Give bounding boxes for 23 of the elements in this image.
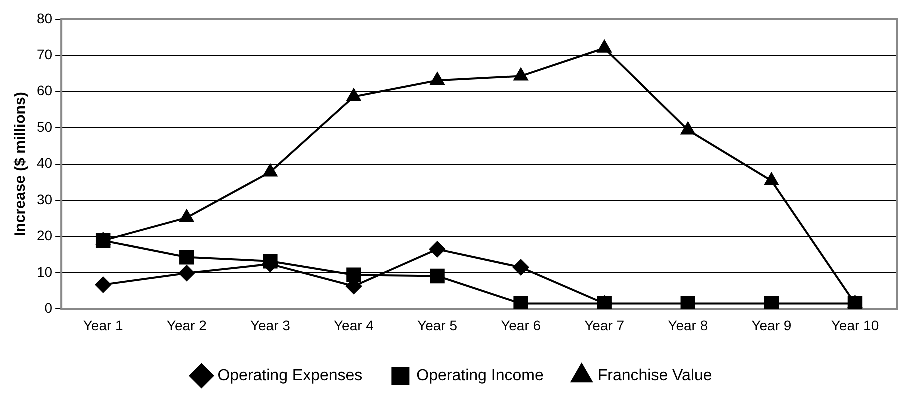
y-tick-label: 10 [36, 264, 53, 280]
x-tick-label: Year 10 [831, 317, 880, 334]
x-tick-label: Year 3 [250, 317, 291, 334]
y-tick-label: 60 [36, 82, 53, 99]
y-tick-label: 50 [36, 118, 53, 135]
legend-label: Operating Income [416, 367, 544, 384]
x-tick-label: Year 7 [584, 317, 625, 334]
y-axis-title: Increase ($ millions) [12, 92, 30, 236]
x-tick-label: Year 6 [501, 317, 542, 334]
x-tick-label: Year 8 [668, 317, 708, 334]
y-tick-label: 0 [44, 300, 53, 316]
y-tick-label: 80 [36, 10, 53, 26]
legend-label: Franchise Value [598, 367, 712, 384]
y-tick-label: 40 [36, 155, 53, 172]
legend-label: Operating Expenses [218, 367, 363, 384]
x-tick-label: Year 1 [83, 317, 124, 334]
x-tick-label: Year 4 [334, 317, 374, 334]
y-tick-label: 30 [36, 191, 53, 208]
y-tick-label: 20 [36, 228, 53, 244]
y-tick-label: 70 [36, 46, 53, 62]
x-tick-label: Year 5 [418, 317, 458, 334]
x-tick-label: Year 9 [752, 317, 792, 334]
x-tick-label: Year 2 [166, 317, 208, 334]
